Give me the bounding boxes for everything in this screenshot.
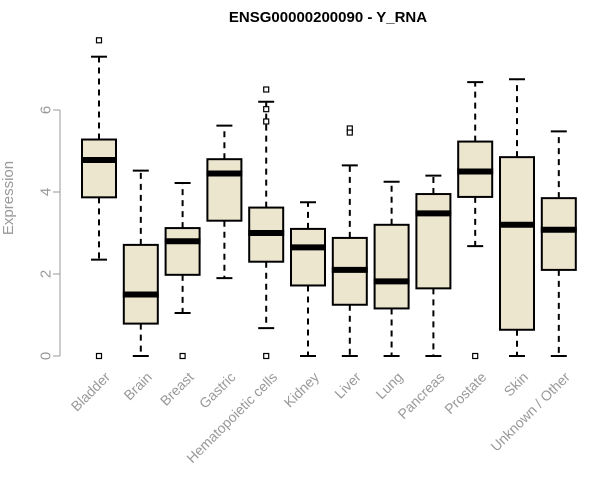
- box-kidney: [290, 201, 326, 357]
- iqr-box: [164, 227, 201, 276]
- iqr-box: [540, 197, 577, 271]
- y-tick-label: 0: [37, 352, 54, 360]
- iqr-box: [206, 158, 243, 222]
- boxes-layer: [81, 37, 577, 360]
- iqr-box: [122, 243, 159, 325]
- box-brain: [122, 169, 159, 357]
- x-tick-label: Prostate: [441, 369, 489, 417]
- outlier-point: [472, 352, 479, 360]
- x-tick-label: Liver: [331, 369, 364, 402]
- x-tick-label: Kidney: [281, 369, 323, 411]
- outlier-point: [263, 352, 270, 360]
- x-tick-label: Brain: [120, 369, 154, 403]
- box-prostate: [457, 81, 494, 360]
- x-tick-label: Bladder: [68, 369, 114, 415]
- y-tick-label: 4: [37, 188, 54, 196]
- x-tick-label: Unknown / Other: [487, 369, 573, 455]
- y-tick-label: 6: [37, 106, 54, 114]
- y-axis-label: Expression: [0, 161, 17, 235]
- box-skin: [499, 78, 535, 357]
- box-bladder: [81, 37, 117, 360]
- box-liver: [331, 125, 368, 357]
- outlier-point: [95, 37, 103, 44]
- iqr-box: [81, 138, 117, 199]
- iqr-box: [415, 193, 452, 290]
- iqr-box: [290, 227, 326, 287]
- outlier-point: [263, 118, 270, 125]
- box-hematopoietic-cells: [248, 86, 285, 360]
- iqr-box: [499, 156, 535, 331]
- box-pancreas: [415, 174, 452, 357]
- iqr-box: [373, 223, 410, 310]
- x-tick-label: Breast: [157, 369, 197, 409]
- outlier-point: [95, 352, 103, 360]
- box-lung: [373, 180, 410, 357]
- outlier-point: [263, 106, 270, 113]
- x-tick-label: Lung: [372, 369, 405, 402]
- box-unknown-other: [540, 130, 577, 357]
- y-axis: 0 2 4 6: [37, 106, 61, 360]
- outlier-point: [179, 352, 186, 360]
- outlier-point: [263, 86, 270, 93]
- box-breast: [164, 181, 201, 360]
- outlier-point: [346, 129, 353, 136]
- box-gastric: [206, 124, 243, 280]
- x-tick-label: Skin: [501, 369, 532, 400]
- y-tick-label: 2: [37, 270, 54, 278]
- chart-title: ENSG00000200090 - Y_RNA: [229, 9, 427, 26]
